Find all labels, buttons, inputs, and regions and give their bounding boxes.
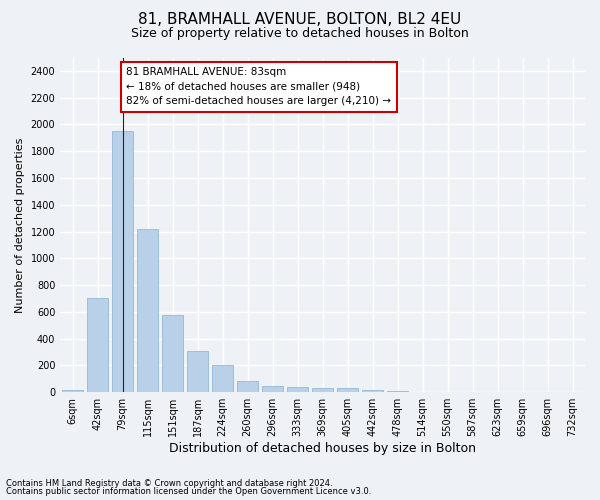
Bar (137, 229, 158, 392)
Bar (237, 381, 258, 392)
Text: Contains HM Land Registry data © Crown copyright and database right 2024.: Contains HM Land Registry data © Crown c… (6, 478, 332, 488)
Bar (312, 388, 333, 392)
Bar (362, 390, 383, 392)
Text: 81 BRAMHALL AVENUE: 83sqm
← 18% of detached houses are smaller (948)
82% of semi: 81 BRAMHALL AVENUE: 83sqm ← 18% of detac… (127, 67, 391, 106)
Bar (212, 366, 233, 392)
Bar (87, 298, 108, 392)
Bar (187, 352, 208, 392)
Bar (387, 391, 408, 392)
Bar (287, 387, 308, 392)
Y-axis label: Number of detached properties: Number of detached properties (15, 137, 25, 312)
Bar (62, 390, 83, 392)
Bar (262, 386, 283, 392)
Bar (337, 388, 358, 392)
X-axis label: Distribution of detached houses by size in Bolton: Distribution of detached houses by size … (169, 442, 476, 455)
Bar (162, 315, 183, 392)
Text: Size of property relative to detached houses in Bolton: Size of property relative to detached ho… (131, 28, 469, 40)
Bar (112, 131, 133, 392)
Text: Contains public sector information licensed under the Open Government Licence v3: Contains public sector information licen… (6, 487, 371, 496)
Text: 81, BRAMHALL AVENUE, BOLTON, BL2 4EU: 81, BRAMHALL AVENUE, BOLTON, BL2 4EU (139, 12, 461, 28)
